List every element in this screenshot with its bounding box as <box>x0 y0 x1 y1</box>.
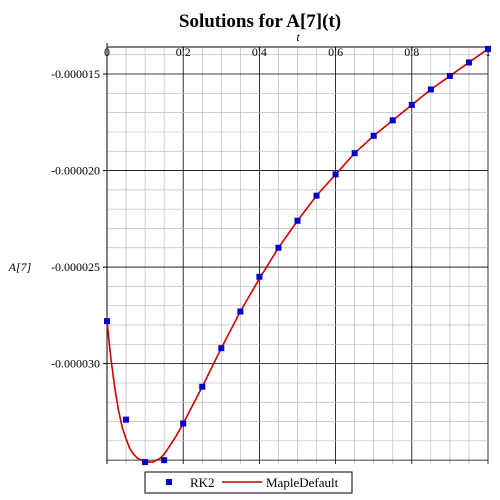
legend-label-mapledefault: MapleDefault <box>266 475 339 490</box>
legend-label-rk2: RK2 <box>190 475 215 490</box>
data-point-rk2 <box>142 459 149 466</box>
x-tick-label: 0.4 <box>252 45 267 59</box>
y-tick-label: -0.000020 <box>51 164 100 178</box>
y-tick-label: -0.000015 <box>51 67 100 81</box>
data-point-rk2 <box>465 59 472 66</box>
data-point-rk2 <box>389 117 396 124</box>
data-point-rk2 <box>104 318 110 325</box>
legend: RK2 MapleDefault <box>144 471 353 494</box>
chart-title: Solutions for A[7](t) <box>179 11 341 32</box>
x-tick-label: 1 <box>485 45 491 59</box>
data-point-rk2 <box>332 171 339 178</box>
data-point-rk2 <box>218 345 225 352</box>
axes: 0 0.2 0.4 0.6 0.8 1 -0.000015 -0.000020 -0.00002… <box>51 43 491 464</box>
data-point-rk2 <box>313 192 320 199</box>
data-point-rk2 <box>161 457 168 464</box>
data-point-rk2 <box>370 132 377 139</box>
grid <box>106 47 489 464</box>
y-tick-label: -0.000030 <box>51 357 100 371</box>
y-tick-label: -0.000025 <box>51 260 100 274</box>
series-line-mapledefault <box>106 48 489 463</box>
data-point-rk2 <box>123 416 130 423</box>
data-point-rk2 <box>275 244 282 251</box>
data-point-rk2 <box>446 72 453 79</box>
data-point-rk2 <box>256 273 263 280</box>
data-point-rk2 <box>427 86 434 93</box>
data-point-rk2 <box>199 383 206 390</box>
data-point-rk2 <box>408 101 415 108</box>
x-tick-label: 0.2 <box>176 45 191 59</box>
legend-marker-rk2 <box>166 479 172 485</box>
data-point-rk2 <box>485 45 491 52</box>
x-tick-label: 0.8 <box>404 45 419 59</box>
x-tick-label: 0 <box>104 45 110 59</box>
data-point-rk2 <box>237 308 244 315</box>
y-axis-label: A[7] <box>8 260 32 274</box>
data-point-rk2 <box>351 150 358 157</box>
x-tick-label: 0.6 <box>328 45 343 59</box>
data-point-rk2 <box>180 420 187 427</box>
data-point-rk2 <box>294 217 301 224</box>
x-axis-label: t <box>296 30 300 44</box>
series-layer <box>104 45 491 466</box>
